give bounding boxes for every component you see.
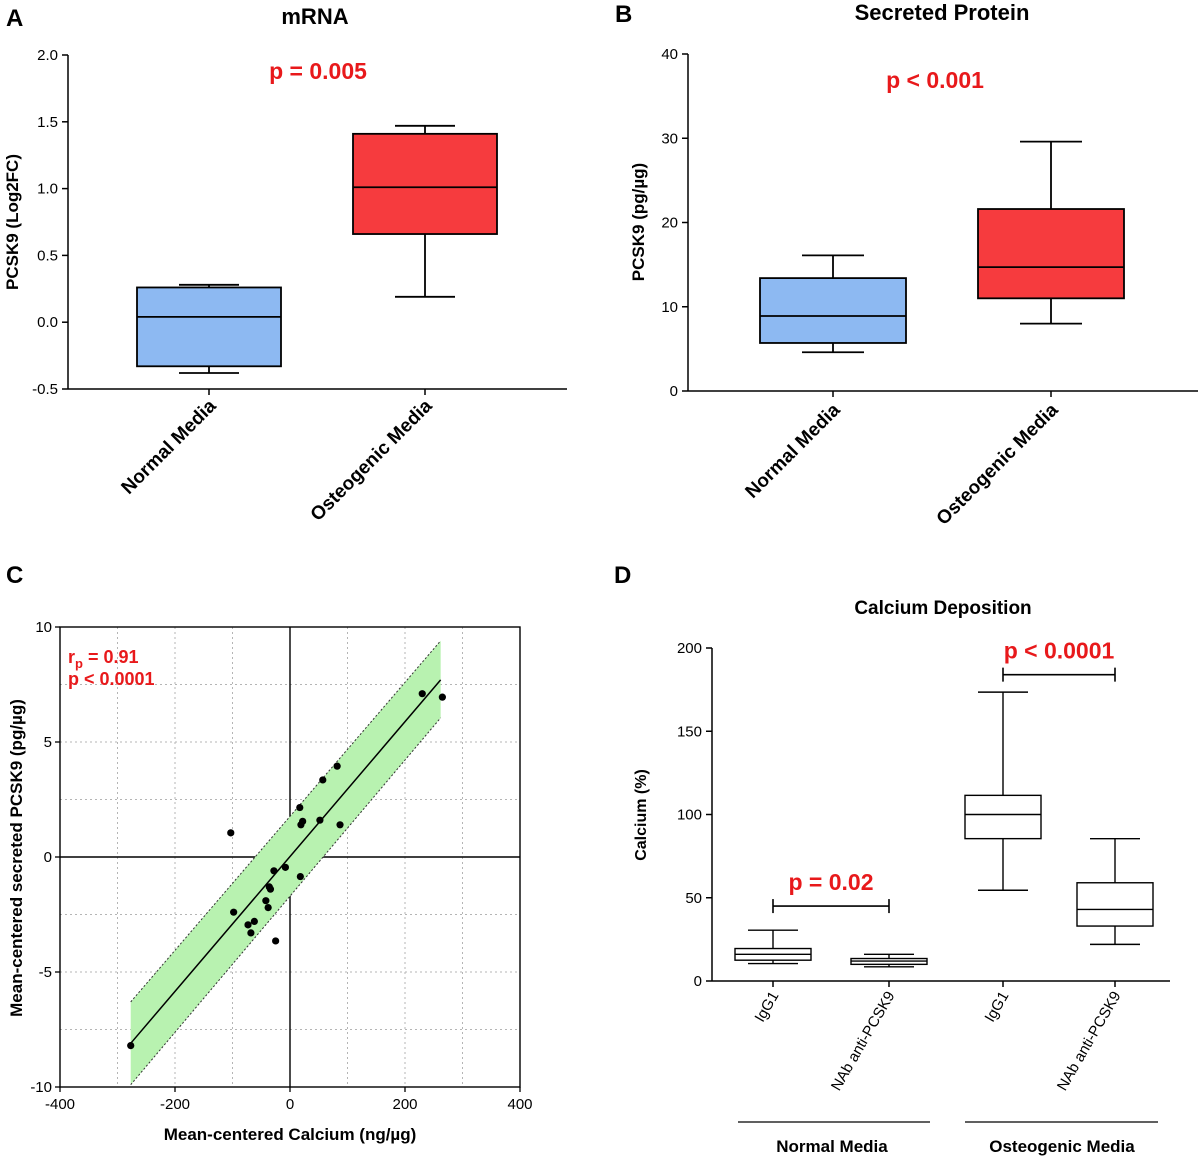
panel-b-y-tick-label: 20 — [661, 215, 678, 232]
panel-c-point — [296, 872, 304, 881]
panel-d-group-normal: Normal Media — [776, 1137, 888, 1156]
panel-c-point — [127, 1042, 135, 1050]
panel-c-y-tick-label: 10 — [35, 619, 52, 636]
panel-c-y-tick-label: 0 — [44, 849, 52, 866]
panel-d-letter: D — [614, 562, 631, 589]
panel-d-title: Calcium Deposition — [854, 598, 1031, 619]
panel-d-y-tick-label: 0 — [694, 973, 702, 990]
panel-a-y-tick-label: 2.0 — [37, 47, 58, 64]
panel-c-ylabel: Mean-centered secreted PCSK9 (pg/µg) — [7, 699, 26, 1017]
panel-a-p-value: p = 0.005 — [269, 58, 367, 84]
panel-b-ylabel: PCSK9 (pg/µg) — [629, 163, 648, 281]
panel-c-ci-upper — [130, 640, 442, 1003]
panel-c-point — [250, 917, 258, 926]
panel-d-y-tick-label: 200 — [677, 640, 702, 657]
panel-d-comparison-p-value: p = 0.02 — [788, 869, 873, 895]
panel-c-point — [319, 776, 327, 784]
panel-c-point — [227, 829, 235, 837]
panel-c-point — [438, 693, 446, 701]
panel-c-point — [316, 816, 324, 824]
panel-b-letter: B — [615, 1, 632, 28]
panel-a-letter: A — [6, 5, 23, 32]
panel-c-r-subscript: p — [75, 656, 83, 671]
panel-a-y-tick-label: 1.0 — [37, 181, 58, 198]
panel-c-r-letter: r — [68, 647, 75, 667]
panel-c-point — [264, 904, 272, 912]
panel-c-point — [299, 817, 307, 825]
panel-c-y-tick-label: 5 — [44, 734, 52, 751]
panel-c-x-tick-label: 200 — [392, 1096, 417, 1113]
panel-c-x-tick-label: -200 — [160, 1096, 190, 1113]
panel-c-plot: -400 -200 0 200 400 -10 -5 0 5 10 — [30, 619, 532, 1113]
panel-c-point — [266, 885, 275, 893]
panel-c-r-number: = 0.91 — [83, 647, 139, 667]
panel-b-y-tick-label: 40 — [661, 46, 678, 63]
panel-b-box — [977, 208, 1125, 300]
panel-a-y-tick-label: -0.5 — [32, 381, 58, 398]
panel-c-x-tick-label: -400 — [45, 1096, 75, 1113]
panel-c-point — [281, 863, 289, 871]
panel-d-y-tick-label: 100 — [677, 807, 702, 824]
panel-c-xlabel: Mean-centered Calcium (ng/µg) — [164, 1125, 417, 1144]
panel-c: C Mean-centered secreted PCSK9 (pg/µg) M… — [6, 562, 533, 1144]
panel-c-point — [262, 897, 270, 905]
panel-a-y-tick-label: 0.5 — [37, 247, 58, 264]
panel-c-point — [333, 762, 341, 770]
panel-c-r-value: rp = 0.91 — [68, 647, 139, 671]
panel-d-y-tick-label: 50 — [685, 890, 702, 907]
panel-c-letter: C — [6, 562, 23, 589]
panel-a-box — [352, 132, 498, 235]
panel-c-y-tick-label: -5 — [39, 964, 52, 981]
panel-a-title: mRNA — [281, 4, 348, 29]
panel-c-point — [418, 690, 426, 698]
panel-b-box — [759, 277, 907, 344]
panel-d-box — [964, 794, 1042, 840]
panel-a-y-tick-label: 0.0 — [37, 314, 58, 331]
panel-c-point — [296, 803, 304, 812]
panel-b-y-tick-label: 30 — [661, 130, 678, 147]
panel-a-y-tick-label: 1.5 — [37, 114, 58, 131]
panel-c-point — [244, 921, 252, 929]
panel-c-y-tick-label: -10 — [30, 1079, 52, 1096]
panel-d-ylabel: Calcium (%) — [633, 769, 650, 861]
panel-b-y-tick-label: 10 — [661, 299, 678, 316]
panel-c-x-tick-label: 0 — [286, 1096, 294, 1113]
panel-a-box — [136, 286, 282, 368]
panel-b-title: Secreted Protein — [855, 0, 1030, 25]
panel-d-comparison-p-value: p < 0.0001 — [1004, 638, 1115, 664]
panel-c-point — [247, 929, 255, 937]
panel-b-p-value: p < 0.001 — [886, 67, 984, 93]
panel-c-x-tick-label: 400 — [507, 1096, 532, 1113]
panel-b-y-tick-label: 0 — [670, 383, 678, 400]
panel-d-y-tick-label: 150 — [677, 723, 702, 740]
panel-c-p-value: p < 0.0001 — [68, 669, 155, 689]
panel-d-box — [1076, 882, 1154, 927]
panel-c-point — [230, 908, 238, 916]
panel-c-point — [270, 867, 278, 875]
panel-c-fit-line — [130, 679, 442, 1044]
panel-c-point — [272, 937, 280, 945]
panel-c-ci-lower — [130, 717, 442, 1086]
panel-c-point — [336, 821, 344, 829]
panel-a-ylabel: PCSK9 (Log2FC) — [3, 154, 22, 290]
panel-d-group-osteogenic: Osteogenic Media — [989, 1137, 1135, 1156]
